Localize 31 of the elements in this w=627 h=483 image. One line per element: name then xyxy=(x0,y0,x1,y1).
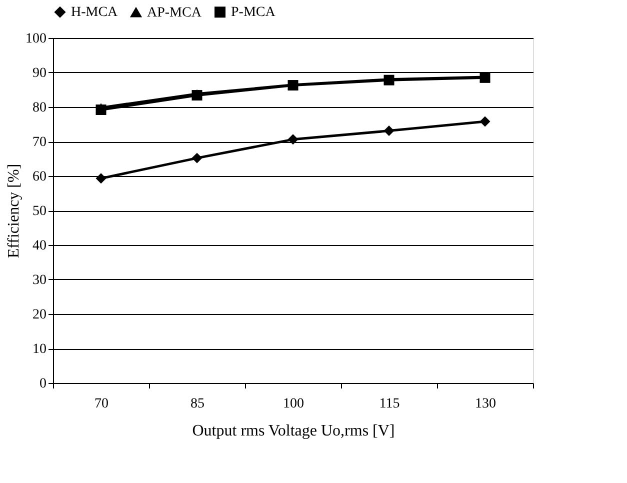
y-tick-label: 70 xyxy=(32,135,46,150)
x-tick-label: 70 xyxy=(94,396,108,412)
y-tick-label: 90 xyxy=(32,66,46,81)
point xyxy=(480,116,490,127)
point xyxy=(192,152,202,164)
legend-label: P-MCA xyxy=(231,5,276,20)
point xyxy=(288,80,298,91)
point xyxy=(192,90,202,101)
y-tick-label: 30 xyxy=(32,273,46,288)
point xyxy=(384,74,394,86)
x-tick-label: 115 xyxy=(379,396,400,412)
y-tick-label: 20 xyxy=(32,308,46,322)
x-tick-label: 85 xyxy=(190,396,204,412)
point xyxy=(96,104,106,116)
y-tick-label: 0 xyxy=(40,376,46,392)
x-axis-title: Output rms Voltage Uo,rms [V] xyxy=(192,422,395,440)
y-tick-label: 50 xyxy=(32,204,46,219)
point xyxy=(288,134,298,145)
point xyxy=(384,126,394,136)
y-tick-label: 80 xyxy=(32,100,46,116)
legend-label: H-MCA xyxy=(71,5,119,20)
y-tick-label: 40 xyxy=(32,238,46,254)
y-tick-label: 100 xyxy=(26,32,46,46)
y-axis-title: Efficiency [%] xyxy=(6,164,22,258)
point xyxy=(96,173,106,184)
x-tick-label: 130 xyxy=(475,396,496,412)
y-tick-label: 10 xyxy=(32,342,46,357)
legend-label: AP-MCA xyxy=(147,5,202,20)
x-tick-label: 100 xyxy=(283,396,304,412)
point xyxy=(480,72,490,83)
y-tick-label: 60 xyxy=(32,170,46,184)
